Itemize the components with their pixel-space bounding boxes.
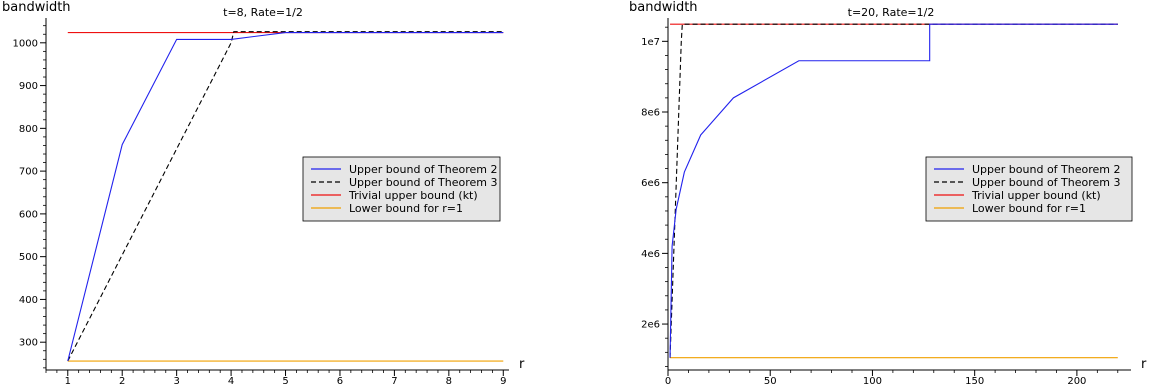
chart-panel-1: 1 2 3 4 5 6 7 8 9 300 400 500 600 700 800 900 1000 bandwi… [2, 0, 525, 385]
x-tick-label: 7 [391, 376, 397, 385]
chart-title: t=8, Rate=1/2 [223, 6, 303, 19]
y-tick-label: 4e6 [641, 249, 660, 260]
series-line-1 [67, 31, 504, 362]
x-tick-label: 0 [665, 376, 671, 385]
x-tick-label: 6 [337, 376, 343, 385]
legend-box [302, 156, 501, 222]
y-tick-label: 8e6 [641, 108, 660, 119]
y-tick-label: 500 [19, 252, 38, 263]
x-tick-label: 9 [500, 376, 506, 385]
legend-entry: Lower bound for r=1 [349, 202, 463, 215]
x-tick-label: 5 [282, 376, 288, 385]
legend-entry: Trivial upper bound (kt) [348, 189, 478, 202]
x-tick-label: 100 [863, 376, 882, 385]
x-tick-label: 150 [965, 376, 984, 385]
y-tick-label: 1e7 [641, 37, 660, 48]
y-tick-label: 300 [19, 338, 38, 349]
y-tick-label: 600 [19, 209, 38, 220]
x-tick-label: 2 [119, 376, 125, 385]
x-axis-label: r [519, 357, 525, 372]
y-axis-label: bandwidth [2, 0, 71, 15]
legend-entry: Trivial upper bound (kt) [971, 189, 1101, 202]
chart-panel-2: 0 50 100 150 200 2e6 4e6 6e6 8e6 1e7 bandwidth r t=2… [629, 0, 1147, 385]
x-tick-label: 4 [228, 376, 234, 385]
series-line-1 [669, 23, 1118, 358]
y-tick-label: 6e6 [641, 178, 660, 189]
x-tick-label: 50 [764, 376, 777, 385]
x-tick-label: 3 [173, 376, 179, 385]
legend-entry: Upper bound of Theorem 3 [972, 176, 1120, 189]
legend-entry: Lower bound for r=1 [972, 202, 1086, 215]
legend-entry: Upper bound of Theorem 3 [349, 176, 497, 189]
y-tick-label: 1000 [13, 38, 38, 49]
y-tick-label: 800 [19, 124, 38, 135]
legend-entry: Upper bound of Theorem 2 [349, 163, 497, 176]
x-tick-label: 200 [1067, 376, 1086, 385]
x-tick-label: 1 [65, 376, 71, 385]
y-tick-label: 900 [19, 81, 38, 92]
y-tick-label: 2e6 [641, 320, 660, 331]
y-axis-label: bandwidth [629, 0, 698, 15]
y-tick-label: 700 [19, 167, 38, 178]
legend-box [925, 156, 1133, 222]
chart-title: t=20, Rate=1/2 [848, 6, 935, 19]
x-tick-label: 8 [446, 376, 452, 385]
y-tick-label: 400 [19, 295, 38, 306]
series-line-2 [67, 31, 504, 362]
legend-entry: Upper bound of Theorem 2 [972, 163, 1120, 176]
x-axis-label: r [1141, 357, 1147, 372]
